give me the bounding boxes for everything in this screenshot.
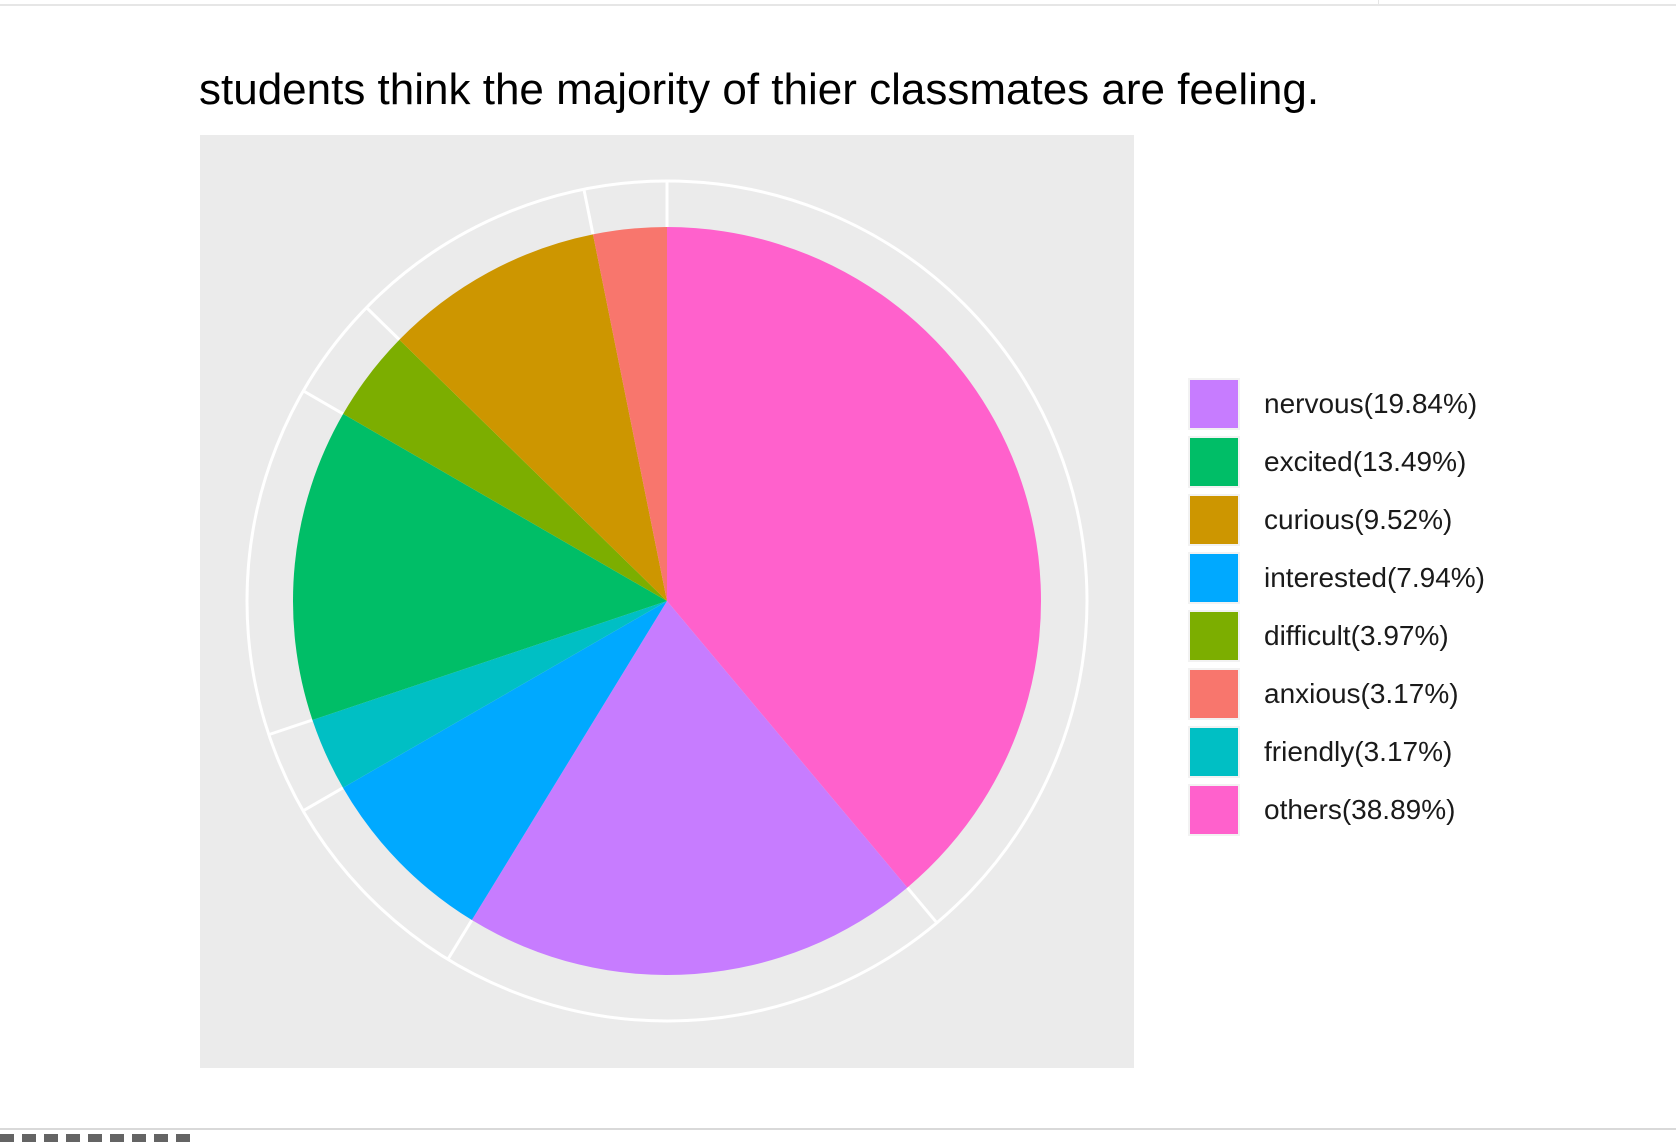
- pie-slice: [667, 227, 1041, 888]
- grid-line: [302, 786, 344, 813]
- window-top-border: [0, 4, 1676, 6]
- legend-key: [1188, 784, 1240, 836]
- chart-title: students think the majority of thier cla…: [199, 65, 1320, 114]
- bottom-pane-label: [0, 1134, 200, 1142]
- legend-item: nervous(19.84%): [1188, 378, 1548, 436]
- legend-item: anxious(3.17%): [1188, 668, 1548, 726]
- legend-key: [1188, 610, 1240, 662]
- legend-item: friendly(3.17%): [1188, 726, 1548, 784]
- pie-chart: [245, 179, 1089, 1023]
- legend-key: [1188, 494, 1240, 546]
- legend-label: excited(13.49%): [1264, 446, 1467, 477]
- legend-item: difficult(3.97%): [1188, 610, 1548, 668]
- legend-item: excited(13.49%): [1188, 436, 1548, 494]
- legend-label: interested(7.94%): [1264, 562, 1486, 593]
- legend-item: interested(7.94%): [1188, 552, 1548, 610]
- legend-key: [1188, 552, 1240, 604]
- legend-label: nervous(19.84%): [1264, 388, 1478, 419]
- grid-line: [906, 886, 939, 924]
- grid-line: [268, 718, 313, 737]
- pie-slice: [399, 234, 667, 601]
- pie-slice: [312, 601, 667, 788]
- legend-label: friendly(3.17%): [1264, 736, 1453, 767]
- grid-line: [582, 189, 595, 235]
- legend-key: [1188, 378, 1240, 430]
- legend-key: [1188, 436, 1240, 488]
- legend-key: [1188, 668, 1240, 720]
- pie-slice: [592, 227, 667, 601]
- grid-line: [302, 389, 344, 416]
- legend-label: others(38.89%): [1264, 794, 1456, 825]
- grid-line: [446, 919, 474, 961]
- legend-label: difficult(3.97%): [1264, 620, 1449, 651]
- window-top-divider: [1378, 0, 1379, 6]
- legend-key: [1188, 726, 1240, 778]
- legend-label: anxious(3.17%): [1264, 678, 1459, 709]
- pie-slice: [342, 601, 667, 921]
- legend-label: curious(9.52%): [1264, 504, 1453, 535]
- window-bottom-border: [0, 1128, 1676, 1130]
- grid-line: [365, 306, 401, 341]
- pie-slice: [293, 413, 667, 720]
- legend-item: others(38.89%): [1188, 784, 1548, 842]
- pie-slice: [471, 601, 908, 975]
- legend-item: curious(9.52%): [1188, 494, 1548, 552]
- pie-slice: [343, 339, 667, 601]
